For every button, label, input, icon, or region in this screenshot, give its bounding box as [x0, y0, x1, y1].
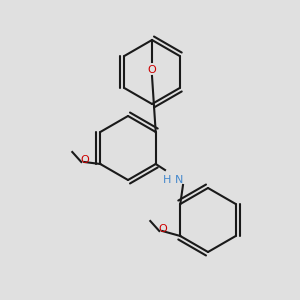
Text: O: O [148, 65, 156, 75]
Text: O: O [80, 155, 89, 165]
Text: H: H [163, 175, 171, 185]
Text: N: N [175, 175, 183, 185]
Text: O: O [158, 224, 167, 234]
